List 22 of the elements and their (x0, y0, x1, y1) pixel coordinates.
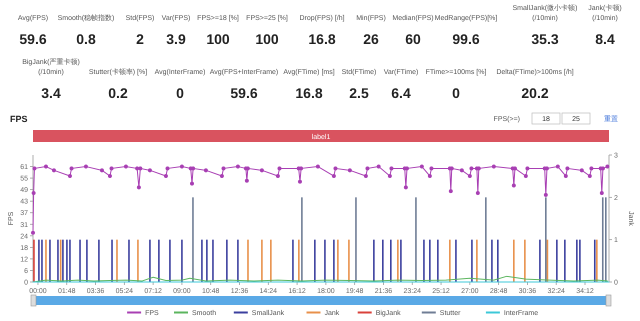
data-label: 16.8 (295, 85, 323, 101)
data-label: 26 (363, 31, 379, 47)
data-label: 8.4 (595, 31, 615, 47)
data-label: 3.9 (166, 31, 186, 47)
data-label: 59.6 (19, 31, 47, 47)
data-label: 100 (206, 31, 230, 47)
data-label: 0 (452, 85, 460, 101)
data-label: 0 (176, 85, 184, 101)
data-label: 100 (255, 31, 279, 47)
data-label: 6.4 (391, 85, 411, 101)
data-label: 60 (405, 31, 421, 47)
chart-title: FPS (10, 114, 28, 124)
data-label: 0.2 (108, 85, 128, 101)
data-label: 2 (136, 31, 144, 47)
data-label: 35.3 (531, 31, 559, 47)
data-label: 20.2 (521, 85, 549, 101)
data-label: 16.8 (308, 31, 336, 47)
data-label: 0.8 (76, 31, 96, 47)
data-label: 2.5 (349, 85, 369, 101)
data-label: 99.6 (452, 31, 480, 47)
data-label: 59.6 (230, 85, 258, 101)
data-label: 3.4 (41, 85, 61, 101)
